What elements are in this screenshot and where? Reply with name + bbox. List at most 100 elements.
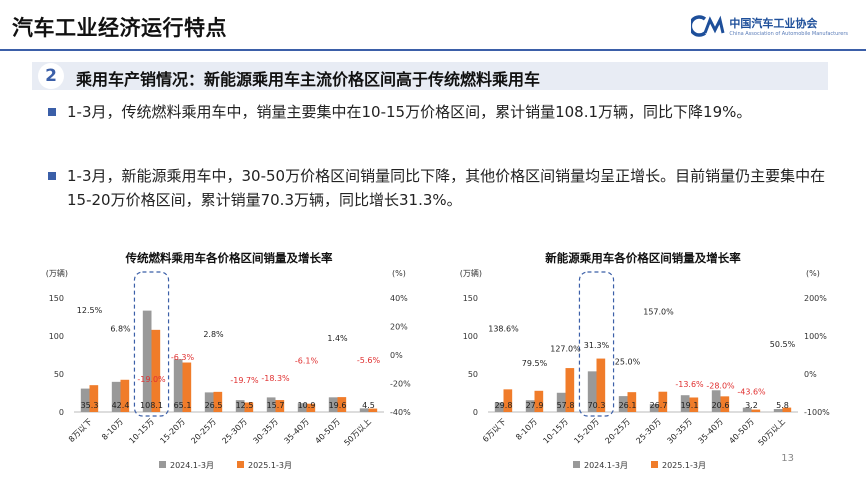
- growth-rate-label: -6.1%: [295, 357, 319, 366]
- bar-2025: [689, 397, 699, 412]
- y-tick-label: 50: [468, 370, 478, 379]
- highlight-box: [578, 271, 615, 417]
- y-axis-left-label: (万辆): [460, 268, 482, 278]
- bullet-text: 1-3月，传统燃料乘用车中，销量主要集中在10-15万价格区间，累计销量108.…: [67, 103, 752, 121]
- y-tick-label: 0: [59, 408, 64, 417]
- bar-2025: [503, 389, 513, 412]
- x-tick-label: 30-35万: [251, 417, 279, 445]
- caam-logo-icon: [691, 15, 725, 37]
- bar-2025: [337, 397, 347, 412]
- bar-2024: [680, 395, 690, 412]
- bar-2025: [213, 391, 223, 412]
- bar-value-label: 27.9: [526, 401, 544, 410]
- bar-2025: [182, 362, 192, 412]
- logo-subtitle: China Association of Automobile Manufact…: [729, 31, 848, 37]
- bar-value-label: 29.8: [495, 401, 513, 410]
- bar-value-label: 15.7: [267, 401, 285, 410]
- bar-2024: [173, 359, 183, 412]
- bar-2024: [525, 400, 535, 412]
- bar-2024: [742, 407, 752, 412]
- page-number: 13: [781, 453, 794, 464]
- growth-rate-label: -28.0%: [706, 382, 735, 391]
- growth-rate-label: -18.3%: [261, 374, 290, 383]
- bar-value-label: 4.5: [362, 401, 375, 410]
- bar-2025: [782, 407, 792, 412]
- bar-value-label: 108.1: [140, 401, 163, 410]
- x-tick-label: 30-35万: [665, 417, 693, 445]
- bar-2024: [204, 392, 214, 412]
- bar-2025: [120, 379, 130, 412]
- x-tick-label: 20-25万: [603, 417, 631, 445]
- logo: 中国汽车工业协会 China Association of Automobile…: [691, 15, 848, 37]
- bar-value-label: 26.5: [205, 401, 223, 410]
- bar-2025: [627, 392, 637, 412]
- page-title: 汽车工业经济运行特点: [12, 16, 227, 40]
- growth-rate-label: -19.7%: [230, 376, 259, 385]
- section-bar: [32, 62, 828, 90]
- legend-swatch-2025: [237, 461, 244, 468]
- bar-2024: [556, 392, 566, 412]
- chart-nev-price-band: 新能源乘用车各价格区间销量及增长率 (万辆) (%) 0 50 100 150 -100% 0%…: [442, 240, 842, 484]
- y-tick-label: 100: [463, 332, 478, 341]
- x-tick-label: 40-50万: [727, 417, 755, 445]
- x-tick-label: 20-25万: [189, 417, 217, 445]
- growth-rate-label: 25.0%: [615, 358, 641, 367]
- bullet-square-icon: [48, 108, 56, 116]
- growth-rate-label: 127.0%: [550, 345, 581, 354]
- x-tick-label: 15-20万: [158, 417, 186, 445]
- x-tick-label: 40-50万: [313, 417, 341, 445]
- bar-2025: [658, 391, 668, 412]
- chart-title: 新能源乘用车各价格区间销量及增长率: [545, 251, 741, 265]
- growth-rate-label: -6.3%: [171, 353, 195, 362]
- bar-value-label: 26.7: [650, 401, 668, 410]
- bar-value-label: 19.6: [329, 401, 347, 410]
- x-tick-label: 25-30万: [220, 417, 248, 445]
- growth-rate-label: 12.5%: [77, 306, 103, 315]
- growth-rate-label: 138.6%: [488, 324, 519, 333]
- legend-swatch-2024: [573, 461, 580, 468]
- bar-2024: [618, 396, 628, 412]
- legend-label-2024: 2024.1-3月: [170, 461, 214, 470]
- bar-value-label: 57.8: [557, 401, 575, 410]
- growth-rate-label: -13.6%: [675, 380, 704, 389]
- x-tick-label: 10-15万: [541, 417, 569, 445]
- bar-2024: [711, 390, 721, 412]
- title-divider: [0, 49, 866, 51]
- y-right-tick-label: 40%: [390, 294, 408, 303]
- bar-2025: [89, 385, 99, 412]
- y-right-tick-label: 0%: [390, 351, 403, 360]
- bar-2025: [720, 396, 730, 412]
- bar-value-label: 42.4: [112, 401, 130, 410]
- x-tick-label: 50万以上: [342, 417, 373, 448]
- bar-2024: [359, 408, 369, 412]
- bar-2024: [494, 402, 504, 412]
- y-tick-label: 150: [463, 294, 478, 303]
- y-right-tick-label: -20%: [390, 380, 411, 389]
- bar-2024: [649, 404, 659, 412]
- bar-2024: [111, 381, 121, 412]
- x-tick-label: 10-15万: [127, 417, 155, 445]
- bar-value-label: 26.1: [619, 401, 637, 410]
- bar-value-label: 12.5: [236, 401, 254, 410]
- y-right-tick-label: -40%: [390, 408, 411, 417]
- bar-2024: [142, 310, 152, 412]
- y-right-tick-label: 200%: [804, 294, 827, 303]
- growth-rate-label: -43.6%: [737, 388, 766, 397]
- x-tick-label: 8-10万: [100, 417, 125, 442]
- bar-value-label: 10.9: [298, 401, 316, 410]
- y-tick-label: 100: [49, 332, 64, 341]
- highlight-box: [133, 271, 170, 417]
- bar-2025: [368, 408, 378, 412]
- y-right-tick-label: 0%: [804, 370, 817, 379]
- x-tick-label: 8-10万: [514, 417, 539, 442]
- bullet-text: 1-3月，新能源乘用车中，30-50万价格区间销量同比下降，其他价格区间销量均呈…: [67, 167, 826, 209]
- bar-2025: [565, 368, 575, 412]
- growth-rate-label: 50.5%: [770, 340, 796, 349]
- growth-rate-label: 2.8%: [203, 330, 224, 339]
- y-tick-label: 0: [473, 408, 478, 417]
- bar-2024: [297, 403, 307, 412]
- bullet-item: 1-3月，传统燃料乘用车中，销量主要集中在10-15万价格区间，累计销量108.…: [48, 100, 838, 124]
- x-tick-label: 35-40万: [696, 417, 724, 445]
- x-tick-label: 15-20万: [572, 417, 600, 445]
- growth-rate-label: 1.4%: [327, 334, 348, 343]
